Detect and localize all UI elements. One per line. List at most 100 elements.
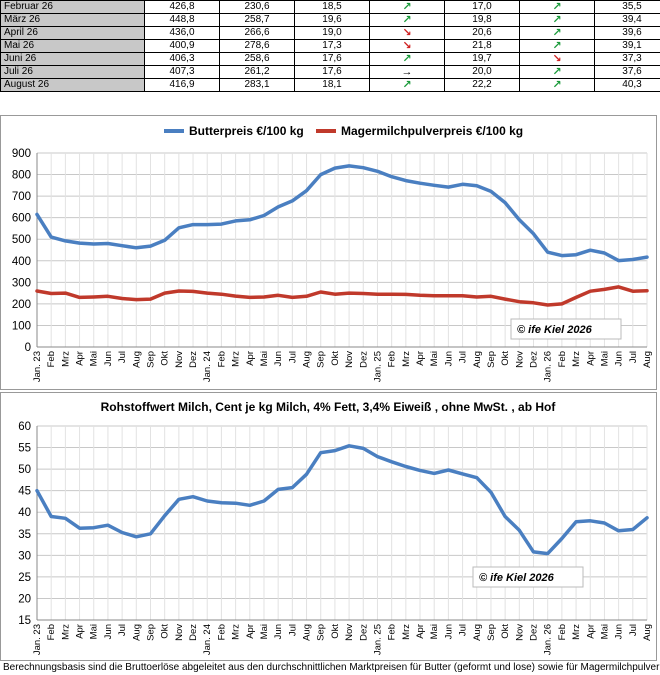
trend-arrow-icon: ↗ (519, 13, 595, 27)
x-tick-label: Mrz (231, 624, 242, 640)
legend-label: Butterpreis €/100 kg (189, 124, 304, 138)
x-tick-label: Sep (316, 624, 327, 641)
table-cell-value: 436,0 (144, 26, 220, 40)
x-tick-label: Feb (46, 624, 57, 640)
x-tick-label: Jul (628, 624, 639, 636)
x-tick-label: Feb (46, 351, 57, 367)
chart-rohstoffwert-panel: Rohstoffwert Milch, Cent je kg Milch, 4%… (0, 392, 657, 661)
table-cell-month: August 26 (0, 78, 145, 92)
x-tick-label: Jul (628, 351, 639, 363)
table-cell-value: 17,3 (294, 39, 370, 53)
x-tick-label: Jan. 26 (543, 351, 554, 382)
chart-butter-smp-panel: Butterpreis €/100 kg Magermilchpulverprei… (0, 115, 657, 390)
x-tick-label: Mrz (571, 624, 582, 640)
x-tick-label: Mai (259, 351, 270, 366)
chart-title: Rohstoffwert Milch, Cent je kg Milch, 4%… (101, 400, 557, 414)
x-tick-label: Nov (514, 624, 525, 641)
y-tick-label: 500 (12, 234, 31, 246)
y-tick-label: 45 (18, 486, 31, 498)
x-tick-label: Nov (344, 624, 355, 641)
table-cell-value: 21,8 (444, 39, 520, 53)
table-cell-value: 19,0 (294, 26, 370, 40)
table-cell-value: 407,3 (144, 65, 220, 79)
x-tick-label: Okt (500, 351, 511, 366)
x-tick-label: Jul (458, 624, 469, 636)
table-cell-value: 278,6 (219, 39, 295, 53)
y-tick-label: 100 (12, 320, 31, 332)
x-tick-label: Dez (188, 351, 199, 368)
copyright-text: © ife Kiel 2026 (517, 324, 593, 336)
trend-arrow-icon: ↗ (369, 13, 445, 27)
x-tick-label: Feb (387, 624, 398, 640)
x-tick-label: Mrz (401, 624, 412, 640)
table-cell-value: 39,1 (594, 39, 660, 53)
x-tick-label: Jun (614, 351, 625, 366)
y-tick-label: 400 (12, 256, 31, 268)
table-cell-value: 19,6 (294, 13, 370, 27)
x-tick-label: Apr (585, 624, 596, 639)
table-cell-month: Mai 26 (0, 39, 145, 53)
copyright-text: © ife Kiel 2026 (479, 572, 555, 584)
y-tick-label: 55 (18, 443, 31, 455)
series-line-0 (35, 164, 649, 263)
y-tick-label: 35 (18, 529, 31, 541)
x-tick-label: Jan. 24 (202, 624, 213, 655)
x-tick-label: Okt (160, 624, 171, 639)
x-tick-label: Jun (443, 624, 454, 639)
table-cell-month: Februar 26 (0, 0, 145, 14)
x-tick-label: Aug (642, 351, 653, 368)
y-tick-label: 60 (18, 421, 31, 433)
x-tick-label: Feb (216, 624, 227, 640)
series-line-0 (35, 444, 649, 556)
x-tick-label: Jul (458, 351, 469, 363)
price-table-wrapper: Februar 26426,8230,618,5↗17,0↗35,533,9↗M… (0, 0, 660, 107)
table-cell-value: 20,0 (444, 65, 520, 79)
table-cell-value: 17,0 (444, 0, 520, 14)
trend-arrow-icon: ↗ (519, 26, 595, 40)
price-table-body: Februar 26426,8230,618,5↗17,0↗35,533,9↗M… (0, 0, 660, 92)
x-tick-label: Feb (387, 351, 398, 367)
table-cell-month: April 26 (0, 26, 145, 40)
price-table: Februar 26426,8230,618,5↗17,0↗35,533,9↗M… (0, 0, 660, 92)
trend-arrow-icon: ↗ (519, 0, 595, 14)
x-tick-label: Aug (131, 624, 142, 641)
trend-arrow-icon: → (369, 65, 445, 79)
chart-butter-smp: Butterpreis €/100 kg Magermilchpulverprei… (12, 124, 653, 382)
x-tick-label: Nov (174, 624, 185, 641)
x-tick-label: Nov (514, 351, 525, 368)
y-tick-label: 40 (18, 507, 31, 519)
table-cell-value: 406,3 (144, 52, 220, 66)
x-tick-label: Jun (614, 624, 625, 639)
x-tick-label: Apr (415, 624, 426, 639)
copyright-annotation: © ife Kiel 2026 (510, 318, 622, 340)
x-tick-label: Okt (500, 624, 511, 639)
trend-arrow-icon: ↗ (519, 65, 595, 79)
chart-rohstoffwert: Rohstoffwert Milch, Cent je kg Milch, 4%… (18, 400, 653, 655)
x-tick-label: Jun (273, 351, 284, 366)
table-cell-value: 35,5 (594, 0, 660, 14)
trend-arrow-icon: ↘ (369, 39, 445, 53)
x-tick-label: Aug (642, 624, 653, 641)
table-cell-value: 39,4 (594, 13, 660, 27)
y-tick-label: 200 (12, 299, 31, 311)
x-tick-label: Mrz (60, 624, 71, 640)
x-tick-label: Sep (145, 624, 156, 641)
x-tick-label: Nov (174, 351, 185, 368)
x-tick-label: Mrz (60, 351, 71, 367)
x-tick-label: Mai (599, 351, 610, 366)
x-tick-label: Nov (344, 351, 355, 368)
table-cell-month: März 26 (0, 13, 145, 27)
x-tick-label: Aug (472, 624, 483, 641)
footnote: Berechnungsbasis sind die Bruttoerlöse a… (3, 662, 660, 673)
x-tick-label: Dez (188, 624, 199, 641)
x-tick-label: Jul (287, 624, 298, 636)
x-tick-label: Okt (330, 624, 341, 639)
table-cell-value: 416,9 (144, 78, 220, 92)
table-cell-value: 261,2 (219, 65, 295, 79)
series-line-1 (35, 285, 649, 307)
x-tick-label: Okt (160, 351, 171, 366)
table-cell-value: 37,3 (594, 52, 660, 66)
x-tick-label: Mai (89, 624, 100, 639)
x-tick-label: Apr (415, 351, 426, 366)
